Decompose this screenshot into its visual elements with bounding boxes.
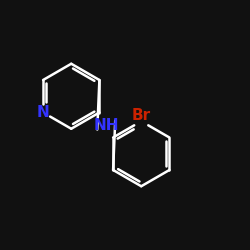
Text: N: N	[37, 105, 50, 120]
Text: NH: NH	[94, 118, 119, 132]
Text: Br: Br	[132, 108, 151, 122]
